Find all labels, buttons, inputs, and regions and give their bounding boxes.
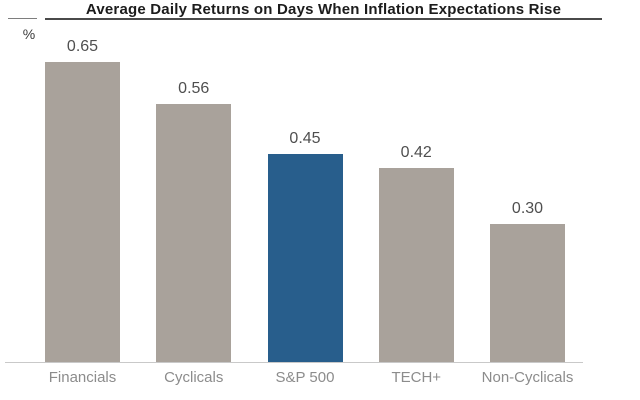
bar-value-label-non-cyclicals: 0.30 [511,200,544,217]
category-label-tech: TECH+ [391,369,442,386]
bar-value-label-s-p-500: 0.45 [289,130,321,147]
bar-s-p-500 [267,154,343,362]
bar-tech [378,168,454,362]
bar-value-label-cyclicals: 0.56 [178,80,210,97]
category-label-cyclicals: Cyclicals [164,369,224,386]
bar-value-label-tech: 0.42 [400,144,432,161]
category-label-financials: Financials [48,369,117,386]
bar-value-label-financials: 0.65 [66,38,99,55]
category-label-s-p-500: S&P 500 [275,369,335,386]
x-axis-line [5,362,583,363]
chart-title: Average Daily Returns on Days When Infla… [85,1,562,18]
category-label-non-cyclicals: Non-Cyclicals [481,369,574,386]
bar-financials [45,62,120,362]
bar-cyclicals [156,104,232,362]
title-underline [45,18,602,20]
y-axis-unit-label: % [22,26,36,42]
bar-non-cyclicals [490,224,565,362]
y-axis-top-tick-line [8,18,37,19]
